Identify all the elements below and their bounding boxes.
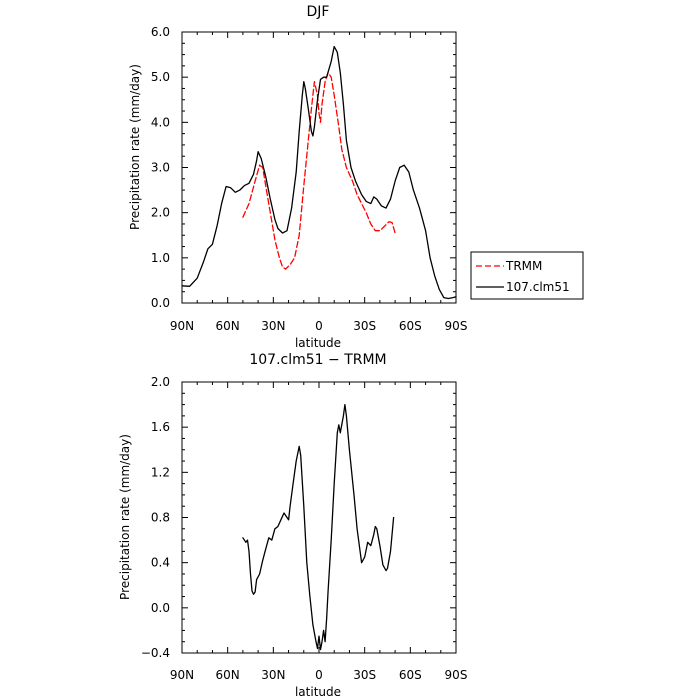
x-tick-label: 90N [170, 319, 194, 333]
y-tick-label: 0.0 [151, 601, 170, 615]
x-tick-label: 30S [353, 319, 376, 333]
series-line-107-clm51 [181, 45, 457, 300]
legend-label-trmm: TRMM [505, 259, 542, 273]
x-tick-label: 60S [399, 668, 422, 682]
plot-frame [181, 31, 457, 304]
series-line-trmm [242, 72, 396, 270]
tick-group: 90N 60N 30N 0 30S 60S 90S 0.0 1.0 2.0 3.0 4.0 5.0 6.0 [151, 25, 468, 333]
x-tick-label: 90S [445, 319, 468, 333]
y-axis-label: Precipitation rate (mm/day) [128, 64, 142, 230]
x-tick-label: 90N [170, 668, 194, 682]
series-group [242, 403, 395, 651]
x-axis-label: latitude [295, 336, 341, 350]
y-tick-label: −0.4 [141, 646, 170, 660]
x-tick-label: 60N [216, 319, 240, 333]
plot-frame [181, 381, 457, 654]
y-tick-label: 6.0 [151, 25, 170, 39]
y-tick-label: 1.2 [151, 465, 170, 479]
x-tick-label: 30N [261, 668, 285, 682]
y-tick-label: 1.0 [151, 251, 170, 265]
series-group [181, 45, 457, 300]
legend: TRMM 107.clm51 [470, 251, 584, 300]
y-axis-label: Precipitation rate (mm/day) [118, 434, 132, 600]
x-tick-label: 30S [353, 668, 376, 682]
y-tick-label: 4.0 [151, 115, 170, 129]
x-axis-label: latitude [295, 685, 341, 699]
chart-title: 107.clm51 − TRMM [249, 352, 386, 368]
series-line-difference [242, 403, 395, 651]
y-tick-label: 0.0 [151, 296, 170, 310]
x-tick-label: 30N [261, 319, 285, 333]
x-tick-label: 0 [315, 319, 323, 333]
panel-difference: 107.clm51 − TRMM Precipitation rate (mm/… [118, 352, 467, 699]
chart-title: DJF [307, 4, 330, 20]
x-tick-label: 90S [445, 668, 468, 682]
x-tick-label: 0 [315, 668, 323, 682]
y-tick-label: 5.0 [151, 70, 170, 84]
y-tick-label: 1.6 [151, 420, 170, 434]
legend-label-model: 107.clm51 [506, 280, 570, 294]
y-tick-label: 2.0 [151, 375, 170, 389]
y-tick-label: 3.0 [151, 161, 170, 175]
y-tick-label: 0.8 [151, 511, 170, 525]
panel-djf: DJF Precipitation rate (mm/day) latitude… [128, 4, 467, 350]
y-tick-label: 0.4 [151, 556, 170, 570]
legend-box [470, 251, 584, 300]
x-tick-label: 60N [216, 668, 240, 682]
x-tick-label: 60S [399, 319, 422, 333]
tick-group: 90N 60N 30N 0 30S 60S 90S −0.4 0.0 0.4 0.8 1.2 1.6 2.… [141, 375, 468, 682]
y-tick-label: 2.0 [151, 206, 170, 220]
